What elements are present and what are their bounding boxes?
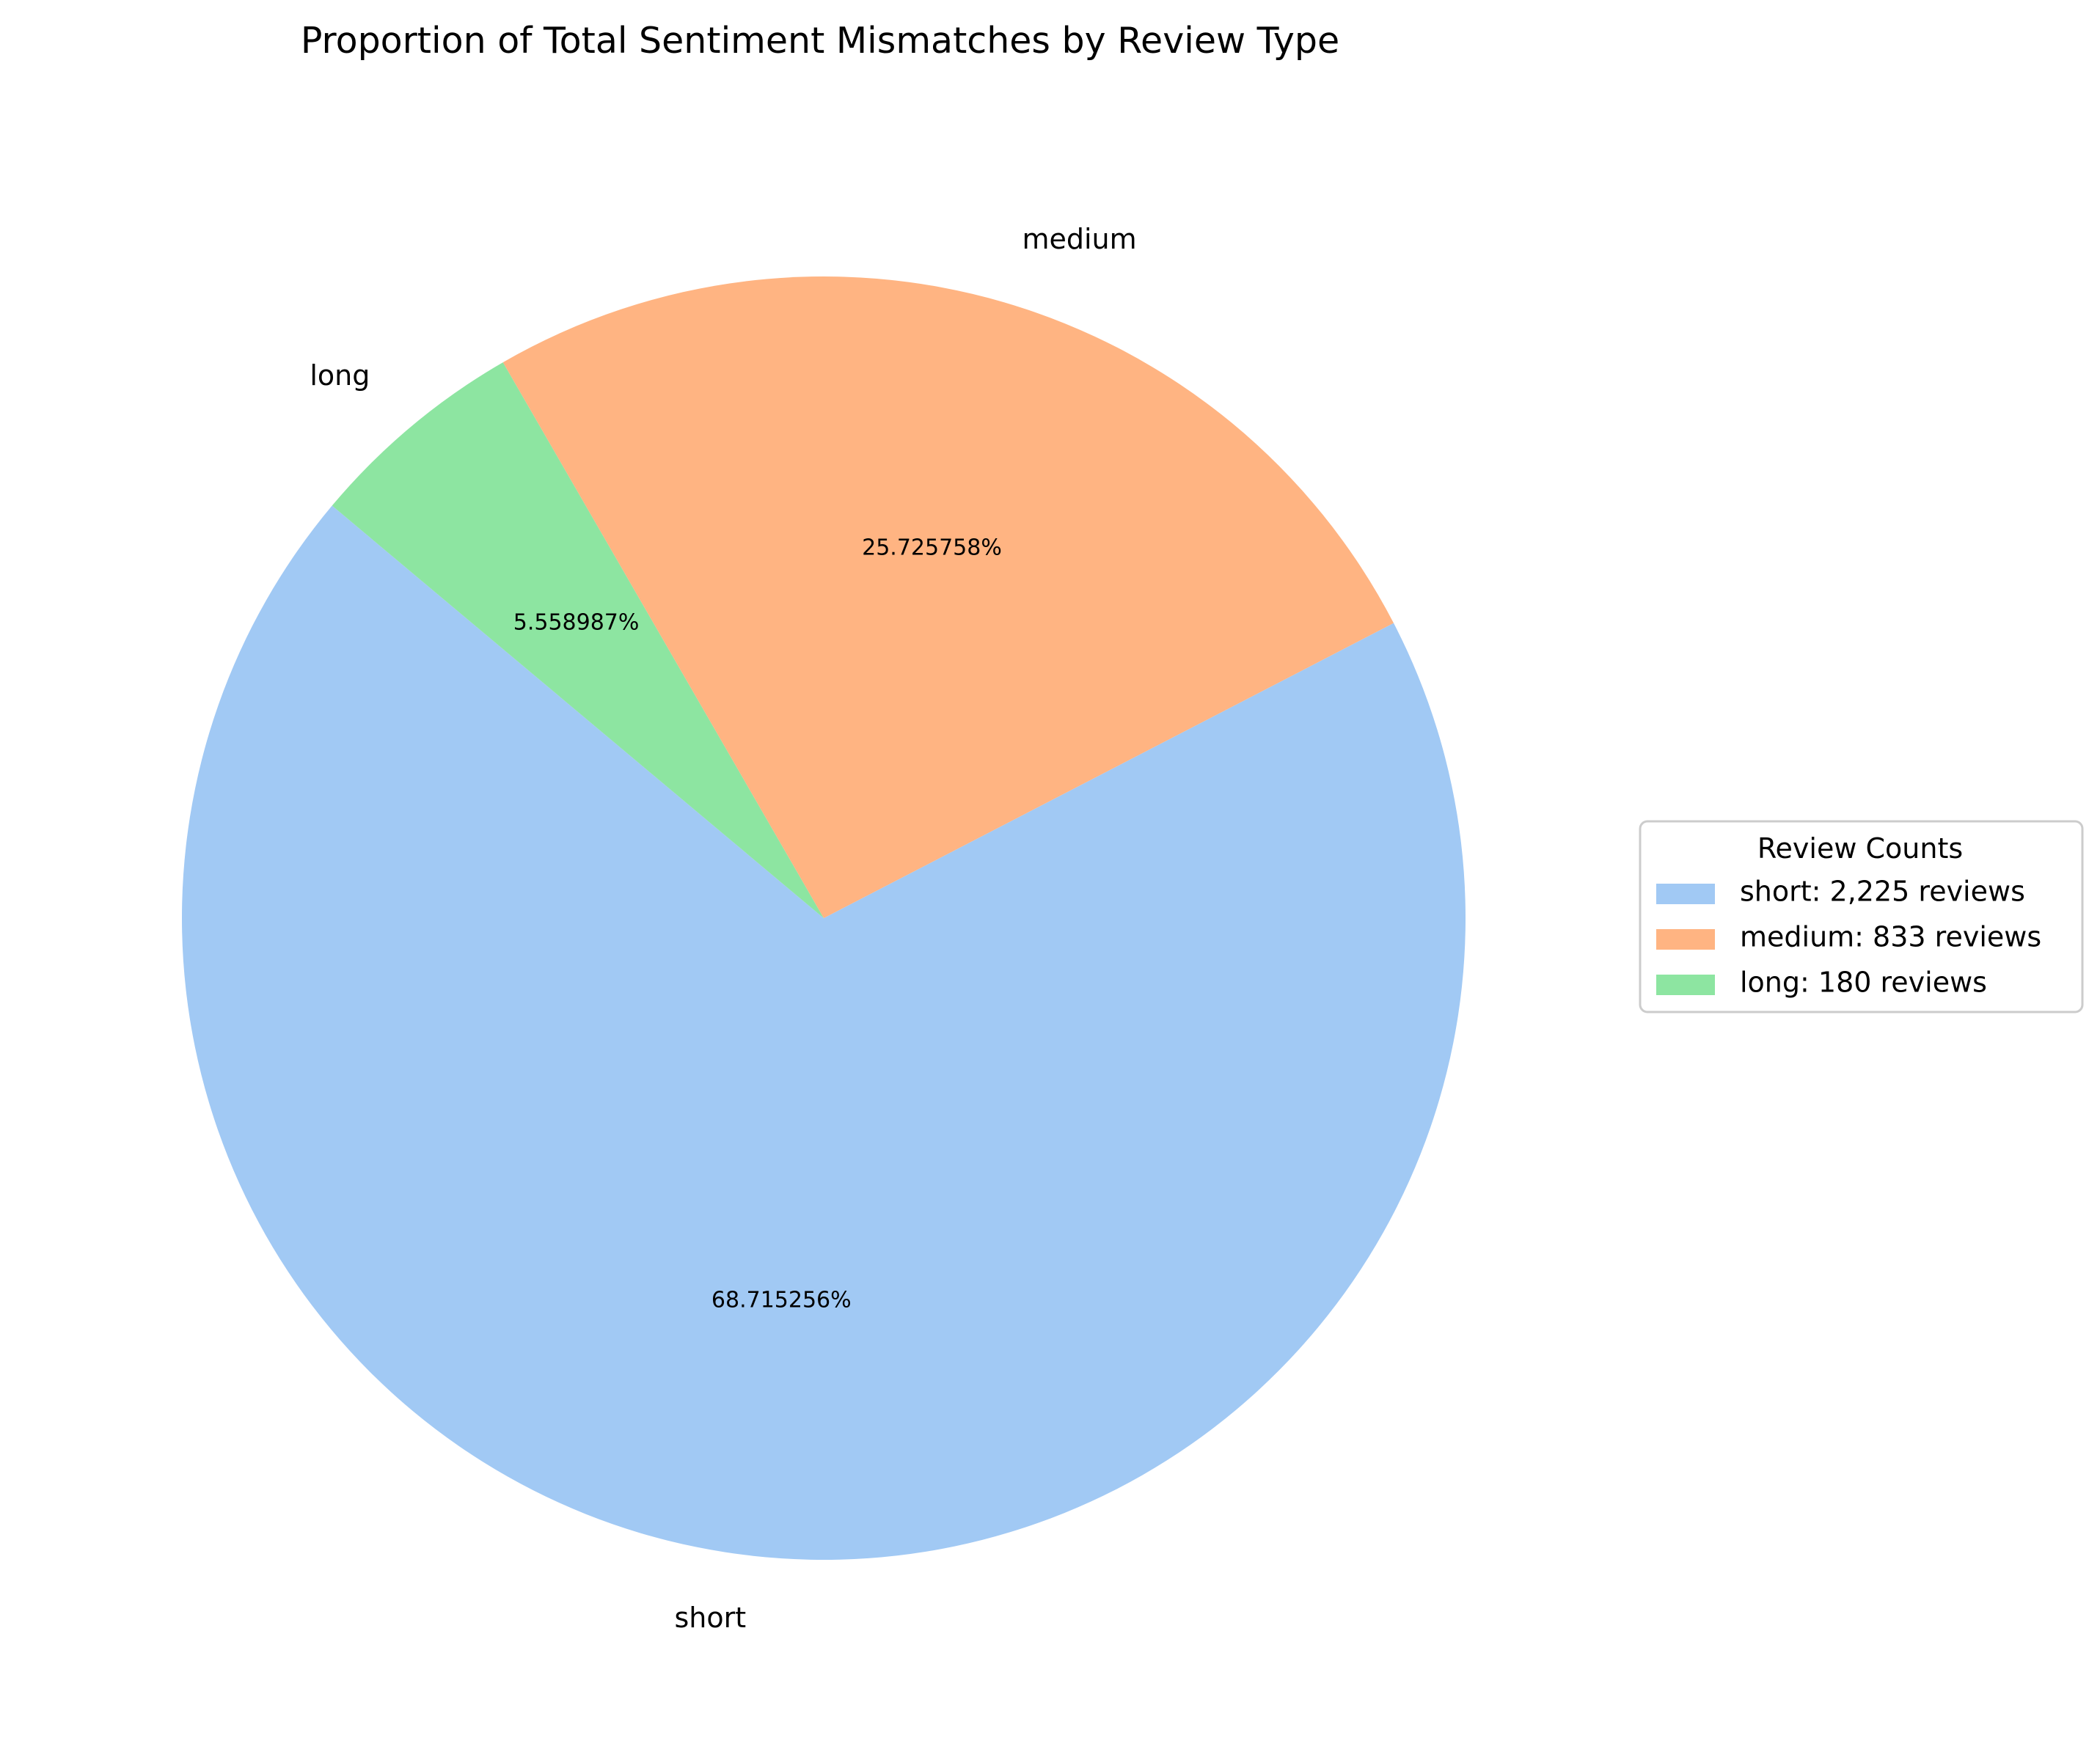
slice-label-medium: medium: [1022, 223, 1136, 255]
legend-entries: short: 2,225 reviews medium: 833 reviews l…: [1656, 876, 2041, 999]
pie-percent-labels: 68.715256% 25.725758% 5.558987%: [513, 535, 1002, 1313]
legend-swatch-short: [1656, 884, 1715, 904]
percent-label-long: 5.558987%: [513, 609, 640, 635]
percent-label-medium: 25.725758%: [862, 535, 1002, 561]
legend-entry-long: long: 180 reviews: [1740, 967, 1987, 999]
pie-slice-short: [182, 505, 1466, 1560]
slice-label-long: long: [310, 359, 370, 392]
slice-label-short: short: [675, 1602, 747, 1634]
legend-swatch-medium: [1656, 929, 1715, 950]
pie-slice-long: [332, 362, 824, 919]
legend-entry-medium: medium: 833 reviews: [1740, 921, 2041, 953]
chart-title: Proportion of Total Sentiment Mismatches…: [301, 20, 1339, 62]
legend-entry-short: short: 2,225 reviews: [1740, 876, 2025, 908]
legend: Review Counts short: 2,225 reviews medium…: [1639, 820, 2084, 1013]
pie-slice-medium: [502, 276, 1394, 918]
pie-slice-labels: short medium long: [310, 223, 1136, 1634]
legend-frame: [1639, 820, 2084, 1013]
legend-swatch-long: [1656, 975, 1715, 995]
percent-label-short: 68.715256%: [711, 1287, 852, 1313]
pie-slices: [182, 276, 1466, 1560]
legend-title: Review Counts: [1757, 832, 1963, 865]
